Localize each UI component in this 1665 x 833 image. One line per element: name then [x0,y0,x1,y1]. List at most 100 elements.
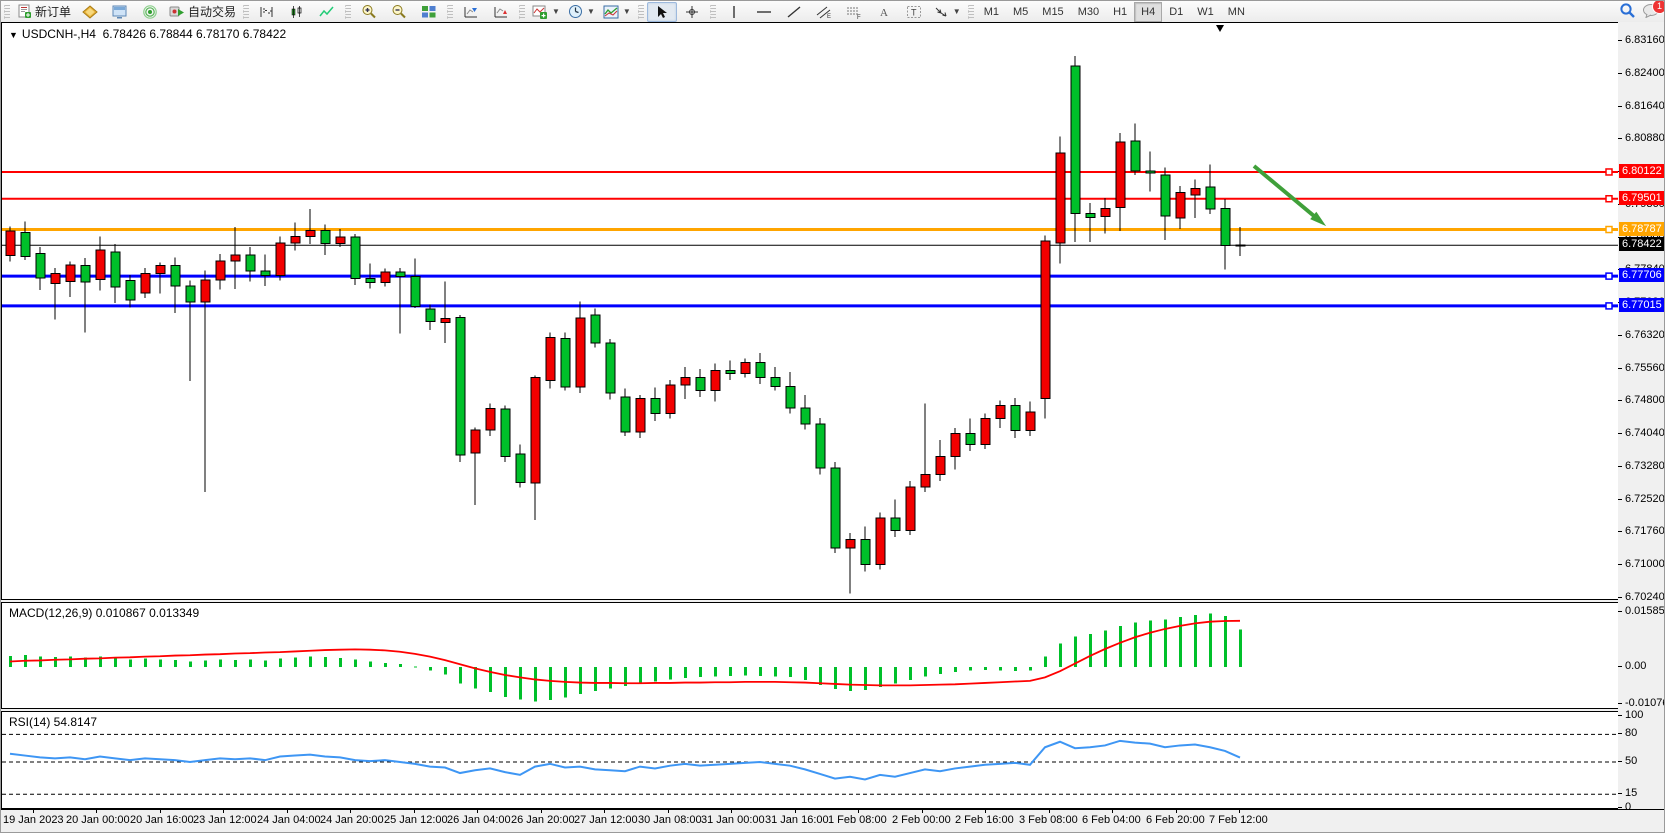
templates-button[interactable]: ▼ [599,2,635,22]
macd-pane[interactable]: MACD(12,26,9) 0.010867 0.013349 [1,602,1619,709]
bar-chart-icon [260,6,273,17]
time-tick [96,810,97,813]
bear-candle [125,280,136,301]
label-tool-button[interactable]: T [899,2,929,22]
timeframe-mn-button[interactable]: MN [1227,5,1245,18]
macd-bar [489,667,492,692]
vertical-line-tool-button[interactable] [719,2,749,22]
fibonacci-tool-button[interactable]: F [839,2,869,22]
timeframe-d1-button[interactable]: D1 [1169,5,1184,18]
bull-candle [905,486,916,532]
price-tick [1618,400,1622,402]
notifications-button[interactable]: 1 [1642,1,1664,21]
time-label: 1 Feb 08:00 [828,814,887,826]
tile-windows-icon [422,5,436,17]
shift-marker-icon[interactable] [1216,25,1224,32]
time-label: 30 Jan 08:00 [638,814,702,826]
cursor-tool-button[interactable] [646,1,677,22]
text-tool-button[interactable]: A [869,2,899,22]
support-2-handle[interactable] [1605,302,1613,310]
metaeditor-button[interactable] [75,2,105,22]
chart-shift-button[interactable] [456,2,486,22]
resistance-1-badge: 6.80122 [1619,163,1664,178]
macd-bar [594,667,597,692]
candlestick-chart-button[interactable] [282,2,312,22]
timeframe-h1-button[interactable]: H1 [1113,5,1128,18]
equidistant-channel-tool-button[interactable]: E [809,2,839,22]
bear-candle [860,538,871,565]
bull-candle [950,433,961,458]
line-chart-button[interactable] [312,2,342,22]
macd-bar [1164,619,1167,667]
channel-icon: E [816,6,831,19]
bull-candle [1040,240,1051,399]
dropdown-arrow-icon: ▼ [552,7,560,16]
price-axis[interactable]: 6.831606.824006.816406.808806.801206.793… [1618,22,1665,603]
pivot-line-handle[interactable] [1605,225,1613,234]
signals-button[interactable] [135,2,165,22]
market-watch-button[interactable] [105,2,135,22]
bear-candle [350,236,361,280]
tile-windows-button[interactable] [414,2,444,22]
arrows-tool-button[interactable]: ▼ [929,2,965,22]
clock-icon [568,5,582,18]
timeframe-h4-button[interactable]: H4 [1134,1,1163,22]
macd-bar [954,667,957,672]
price-tick-label: 6.81640 [1625,99,1665,112]
macd-bar [879,667,882,688]
indicators-icon [532,5,548,19]
zoom-in-button[interactable] [354,2,384,22]
trend-arrow[interactable] [1252,164,1327,227]
crosshair-tool-button[interactable] [677,2,707,22]
chart-shift-icon [464,6,478,17]
autotrading-button[interactable]: 自动交易 [165,2,240,22]
search-button[interactable] [1619,2,1636,22]
rsi-pane[interactable]: RSI(14) 54.8147 [1,711,1619,809]
new-order-button[interactable]: 新订单 [13,2,75,22]
timeframe-m1-button[interactable]: M1 [983,5,999,18]
macd-tick [1618,611,1622,613]
bear-candle [320,230,331,245]
bar-chart-button[interactable] [252,2,282,22]
price-tick-label: 6.74800 [1625,394,1665,407]
macd-bar [84,657,87,667]
bear-candle [785,385,796,409]
timeframe-m15-button[interactable]: M15 [1042,5,1064,18]
bear-candle [650,397,661,414]
rsi-tick-label: 15 [1625,787,1638,800]
toolbar-handle [967,4,974,19]
horizontal-line-tool-button[interactable] [749,2,779,22]
trendline-tool-button[interactable] [779,2,809,22]
rsi-tick-label: 50 [1625,755,1638,767]
timeframe-w1-button[interactable]: W1 [1197,5,1214,18]
bear-candle [35,253,46,279]
support-2-badge: 6.77015 [1619,297,1664,312]
resistance-2-handle[interactable] [1605,194,1613,203]
bull-candle [5,230,16,256]
price-tick [1618,334,1622,336]
svg-text:A: A [880,7,888,19]
indicators-button[interactable]: ▼ [528,2,564,22]
bear-candle [365,278,376,283]
timeframe-m5-button[interactable]: M5 [1013,5,1029,18]
support-1-handle[interactable] [1605,272,1613,280]
time-label: 3 Feb 08:00 [1019,814,1078,826]
fibonacci-icon: F [846,7,861,19]
zoom-out-button[interactable] [384,2,414,22]
bear-candle [20,231,31,258]
crosshair-icon [685,5,698,18]
auto-scroll-button[interactable] [486,2,516,22]
time-axis[interactable]: 19 Jan 2023 20 Jan 00:00 20 Jan 16:00 23 Ja… [1,809,1664,829]
toolbar-handle [519,4,526,19]
bull-candle [680,376,691,386]
chart-window: ▼ USDCNH-,H4 6.78426 6.78844 6.78170 6.78… [1,22,1665,832]
time-tick [1239,810,1240,813]
resistance-1-handle[interactable] [1605,168,1613,176]
timeframe-m30-button[interactable]: M30 [1077,5,1100,18]
bull-candle [305,230,316,238]
bull-candle [980,418,991,446]
macd-bar [54,656,57,667]
price-chart-pane[interactable]: ▼ USDCNH-,H4 6.78426 6.78844 6.78170 6.78… [1,22,1619,600]
macd-bar [984,667,987,670]
periods-button[interactable]: ▼ [564,2,599,22]
